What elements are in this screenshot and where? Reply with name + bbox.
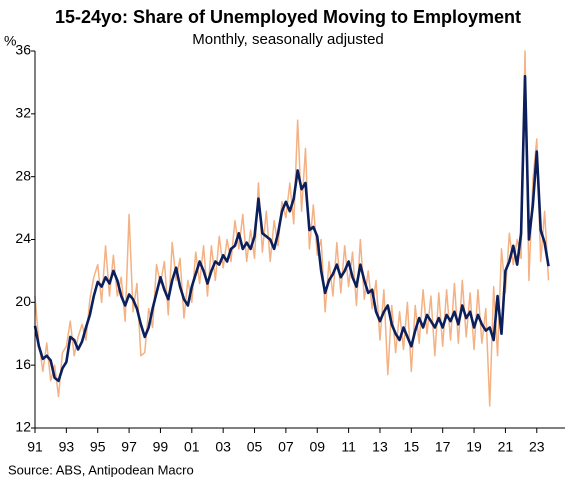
- x-tick-label: 99: [153, 439, 169, 455]
- chart-title: 15-24yo: Share of Unemployed Moving to E…: [55, 7, 521, 27]
- source: Source: ABS, Antipodean Macro: [8, 462, 194, 477]
- series-line: [34, 50, 550, 407]
- x-tick-label: 15: [404, 439, 420, 455]
- x-tick-label: 91: [27, 439, 43, 455]
- y-tick-label: 28: [15, 167, 31, 183]
- y-tick-label: 16: [15, 356, 31, 372]
- y-tick-label: 20: [15, 293, 31, 309]
- x-tick-label: 01: [184, 439, 200, 455]
- x-tick-label: 19: [466, 439, 482, 455]
- x-tick-label: 09: [309, 439, 325, 455]
- y-axis-label: %: [4, 33, 16, 49]
- x-tick-label: 17: [435, 439, 451, 455]
- y-tick-label: 24: [15, 230, 31, 246]
- x-tick-label: 95: [90, 439, 106, 455]
- x-tick-label: 97: [121, 439, 137, 455]
- x-tick-label: 03: [215, 439, 231, 455]
- x-tick-label: 13: [372, 439, 388, 455]
- chart-subtitle: Monthly, seasonally adjusted: [192, 31, 384, 48]
- y-tick-label: 36: [15, 42, 31, 58]
- x-tick-label: 23: [529, 439, 545, 455]
- y-tick-label: 32: [15, 105, 31, 121]
- x-tick-label: 11: [341, 439, 356, 455]
- x-tick-label: 21: [498, 439, 514, 455]
- x-tick-label: 93: [59, 439, 75, 455]
- series-line: [33, 74, 550, 383]
- y-tick-label: 12: [15, 419, 31, 435]
- x-tick-label: 05: [247, 439, 263, 455]
- x-tick-label: 07: [278, 439, 294, 455]
